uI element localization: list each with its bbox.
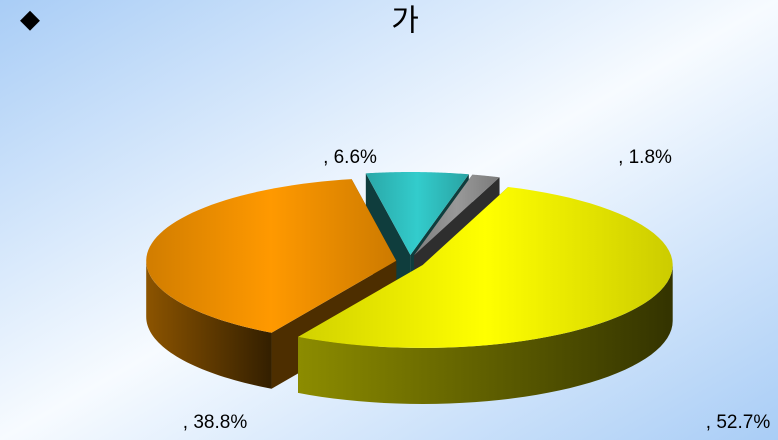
data-label: , 52.7% xyxy=(706,412,771,433)
pie xyxy=(146,172,673,404)
slice-top xyxy=(414,174,500,256)
slice-wall xyxy=(146,260,272,389)
bullet: ◆ xyxy=(20,5,40,35)
slice-top xyxy=(298,186,673,348)
chart-title: 가 xyxy=(391,4,419,39)
slice-wall xyxy=(298,264,673,404)
data-label: , 6.6% xyxy=(323,147,377,168)
data-label: , 1.8% xyxy=(618,147,672,168)
slice-top xyxy=(146,179,397,333)
slice-side xyxy=(365,173,411,312)
slice-top xyxy=(365,172,469,256)
data-label: , 38.8% xyxy=(183,412,248,433)
slice xyxy=(298,186,673,404)
